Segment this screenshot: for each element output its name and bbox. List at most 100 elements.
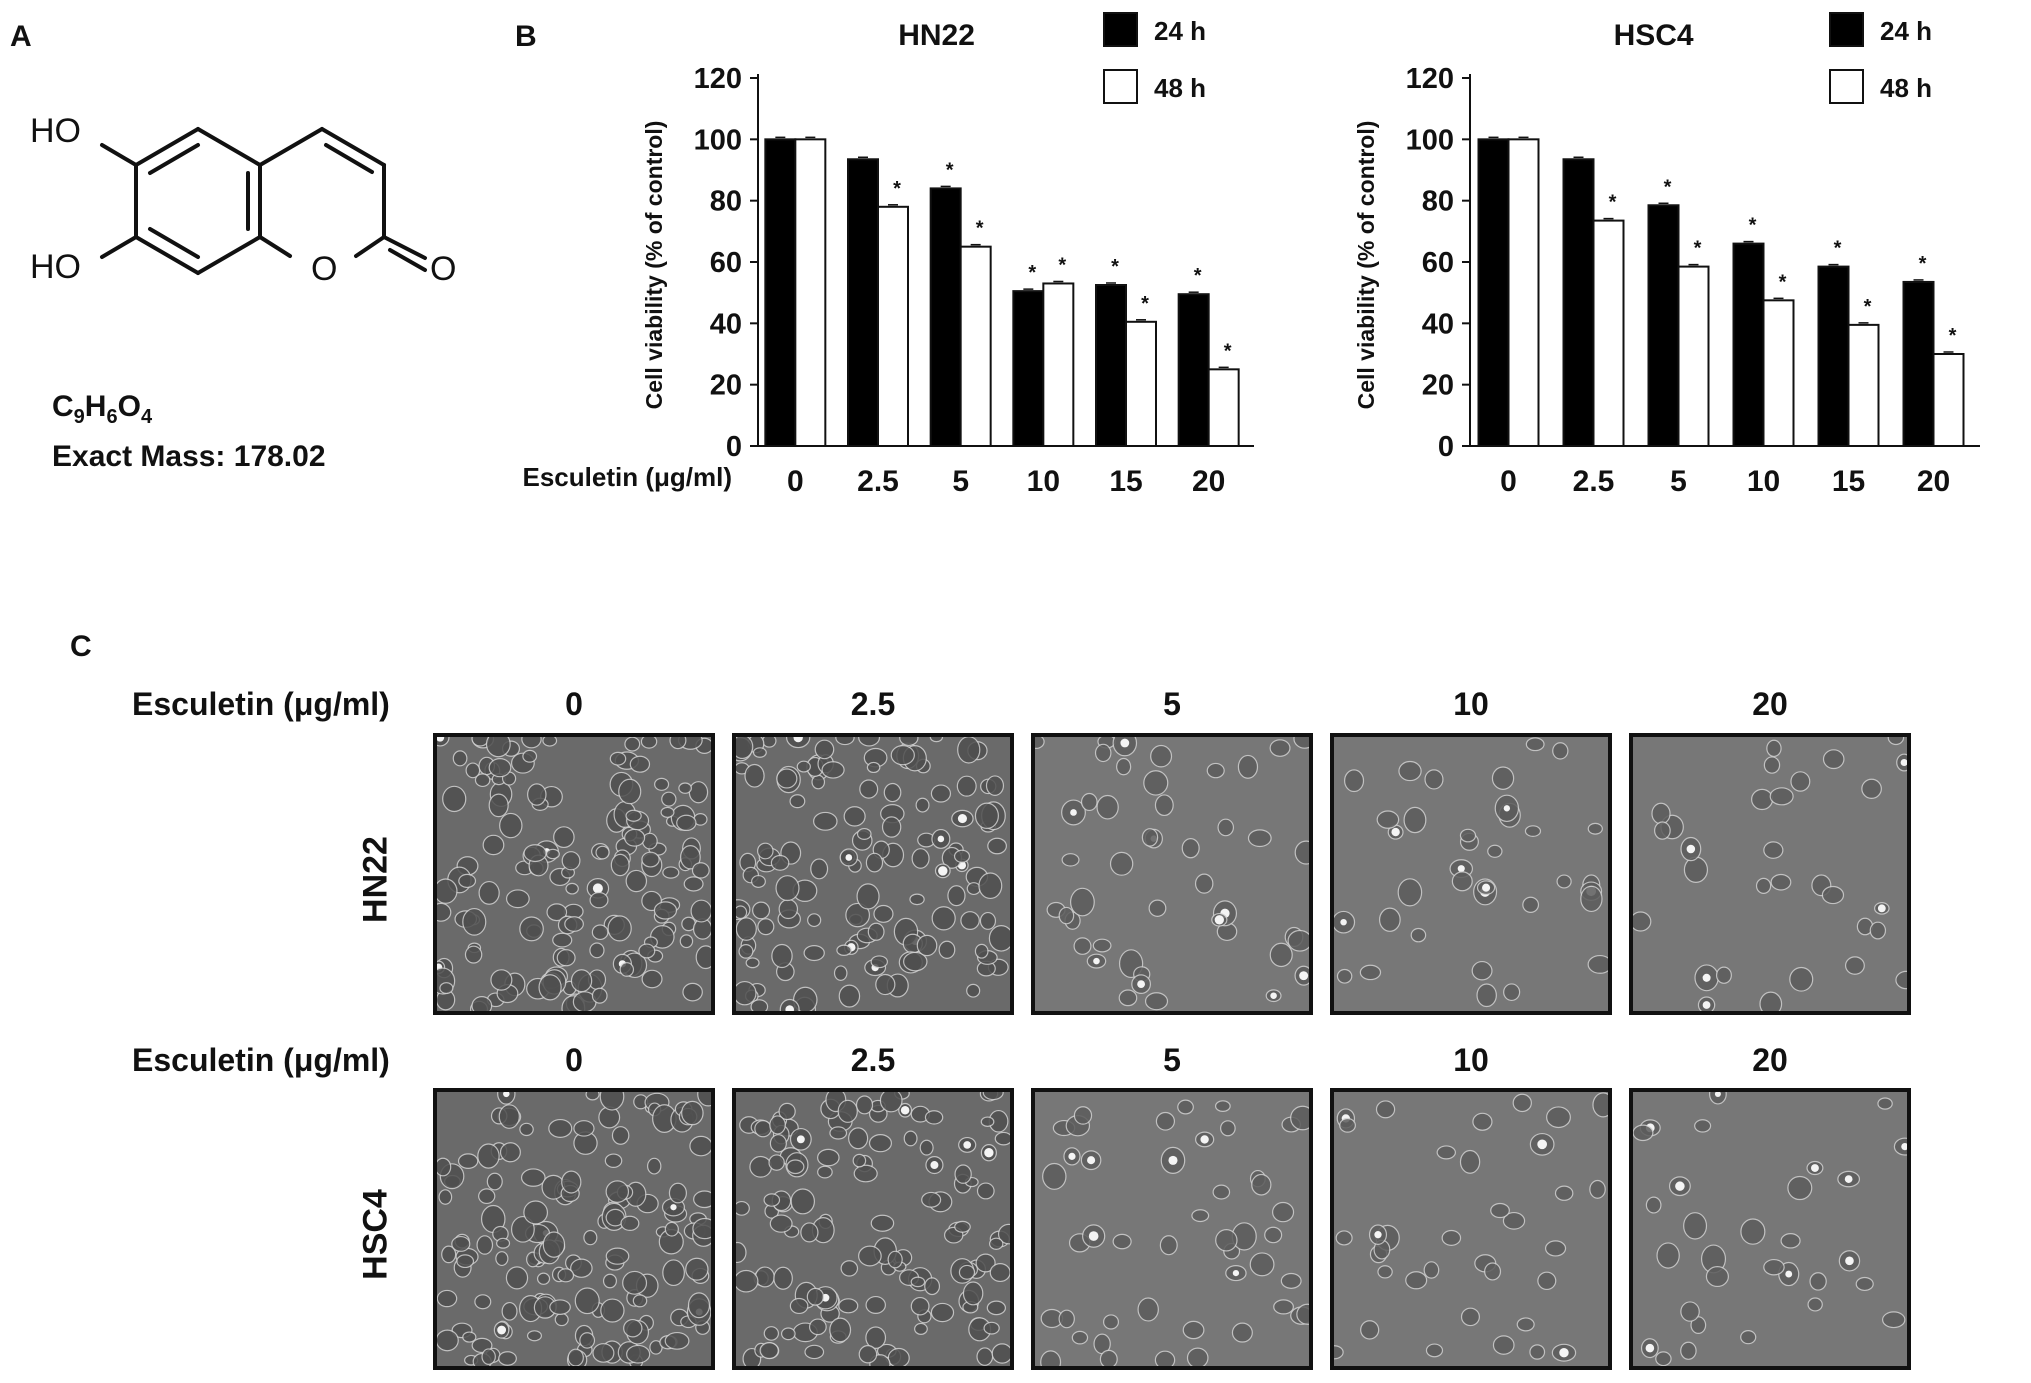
bright-cell — [503, 1092, 510, 1098]
cell-shape — [1336, 968, 1353, 984]
cell-shape — [1556, 874, 1572, 889]
bar-0-3 — [1012, 290, 1045, 447]
cell-shape — [611, 1126, 630, 1145]
cell-shape — [490, 969, 513, 991]
cell-shape — [607, 915, 632, 942]
cell-shape — [546, 903, 568, 922]
cell-shape — [811, 774, 826, 790]
cell-shape — [441, 1245, 457, 1264]
cell-shape — [750, 999, 769, 1011]
panel-label-b: B — [515, 20, 537, 53]
bar-0-5 — [1177, 293, 1210, 448]
cell-shape — [814, 739, 835, 760]
bright-cell — [1232, 1269, 1240, 1277]
x-tick-label-0: 0 — [787, 465, 804, 498]
cell-shape — [1887, 737, 1905, 746]
cell-shape — [919, 1139, 934, 1156]
cell-shape — [770, 854, 790, 871]
bar-0-4 — [1817, 265, 1850, 447]
cell-shape — [565, 882, 579, 895]
cell-shape — [1148, 899, 1167, 917]
cell-shape — [481, 1348, 496, 1365]
cell-shape — [1137, 1297, 1159, 1322]
cell-shape — [947, 885, 966, 907]
micrograph-hn22-dose-3 — [1330, 733, 1612, 1015]
cell-shape — [924, 1110, 944, 1125]
x-tick-label-5: 20 — [1192, 465, 1225, 498]
micrograph-image — [1035, 1092, 1309, 1366]
cell-shape — [769, 1115, 786, 1135]
cell-shape — [1789, 966, 1814, 992]
cell-shape — [789, 1297, 809, 1315]
bright-cell — [1200, 1135, 1209, 1144]
cell-shape — [806, 1287, 825, 1306]
cell-shape — [845, 902, 871, 928]
micrograph-image — [437, 1092, 711, 1366]
cell-shape — [752, 747, 767, 758]
cell-shape — [1484, 1262, 1502, 1281]
bright-cell — [1785, 1270, 1793, 1278]
cell-shape — [924, 1277, 941, 1296]
cell-shape — [1073, 937, 1092, 955]
cell-shape — [622, 1270, 648, 1295]
bright-cell — [1068, 1152, 1076, 1160]
cell-shape — [1554, 1185, 1574, 1201]
molecular-formula: C9H6O4 — [52, 390, 152, 429]
cell-shape — [1143, 770, 1169, 796]
cell-shape — [803, 945, 825, 962]
bright-cell — [1299, 971, 1309, 981]
cell-shape — [681, 1100, 704, 1126]
cell-shape — [1335, 1230, 1353, 1246]
bar-0-5 — [1902, 280, 1935, 447]
cell-shape — [1080, 792, 1098, 812]
micrograph-image — [1334, 1092, 1608, 1366]
bright-cell — [1559, 1347, 1569, 1358]
cell-shape — [1220, 1120, 1236, 1137]
sig-marker-1-4: * — [1141, 293, 1149, 315]
cell-shape — [1869, 921, 1887, 940]
bright-cell — [1340, 918, 1347, 926]
cell-shape — [574, 1287, 600, 1315]
cell-shape — [980, 1116, 995, 1127]
y-tick-label-5: 100 — [694, 124, 742, 156]
cell-shape — [1522, 896, 1540, 913]
micrograph-hsc4-dose-3 — [1330, 1088, 1612, 1370]
cell-shape — [1398, 760, 1422, 782]
cell-shape — [1755, 877, 1772, 894]
cell-shape — [843, 806, 866, 827]
cell-shape — [478, 880, 500, 905]
cell-shape — [817, 1148, 840, 1167]
cell-shape — [976, 1347, 994, 1366]
cell-shape — [654, 777, 670, 791]
bright-cell — [1877, 904, 1886, 913]
cell-shape — [1537, 1271, 1557, 1291]
legend-swatch-1 — [1103, 69, 1138, 104]
formula-c-sub: 9 — [73, 406, 85, 428]
cell-shape — [599, 1092, 625, 1111]
cell-shape — [1476, 983, 1497, 1008]
y-tick-label-1: 20 — [710, 370, 742, 402]
cell-shape — [501, 1301, 518, 1321]
cell-shape — [1397, 878, 1423, 907]
x-tick-label-4: 15 — [1109, 465, 1142, 498]
y-axis-label: Cell viability (% of control) — [1353, 121, 1379, 410]
cell-shape — [1410, 927, 1427, 943]
bar-1-3 — [1042, 282, 1075, 448]
cell-shape — [983, 1321, 1000, 1335]
x-tick-label-4: 15 — [1832, 465, 1865, 498]
cell-shape — [833, 965, 848, 981]
cell-shape — [899, 737, 919, 747]
cell-shape — [930, 1302, 955, 1323]
cell-shape — [1656, 1242, 1680, 1269]
cell-shape — [497, 1092, 516, 1105]
cell-shape — [520, 1168, 546, 1187]
cell-shape — [870, 955, 888, 969]
cell-shape — [1118, 989, 1138, 1007]
bright-cell — [1168, 1155, 1178, 1165]
cell-shape — [679, 934, 694, 949]
cell-shape — [881, 816, 902, 838]
cell-shape — [1763, 756, 1781, 774]
x-tick-label-2: 5 — [952, 465, 969, 498]
sig-marker-0-4: * — [1111, 256, 1119, 278]
cell-shape — [464, 945, 483, 964]
